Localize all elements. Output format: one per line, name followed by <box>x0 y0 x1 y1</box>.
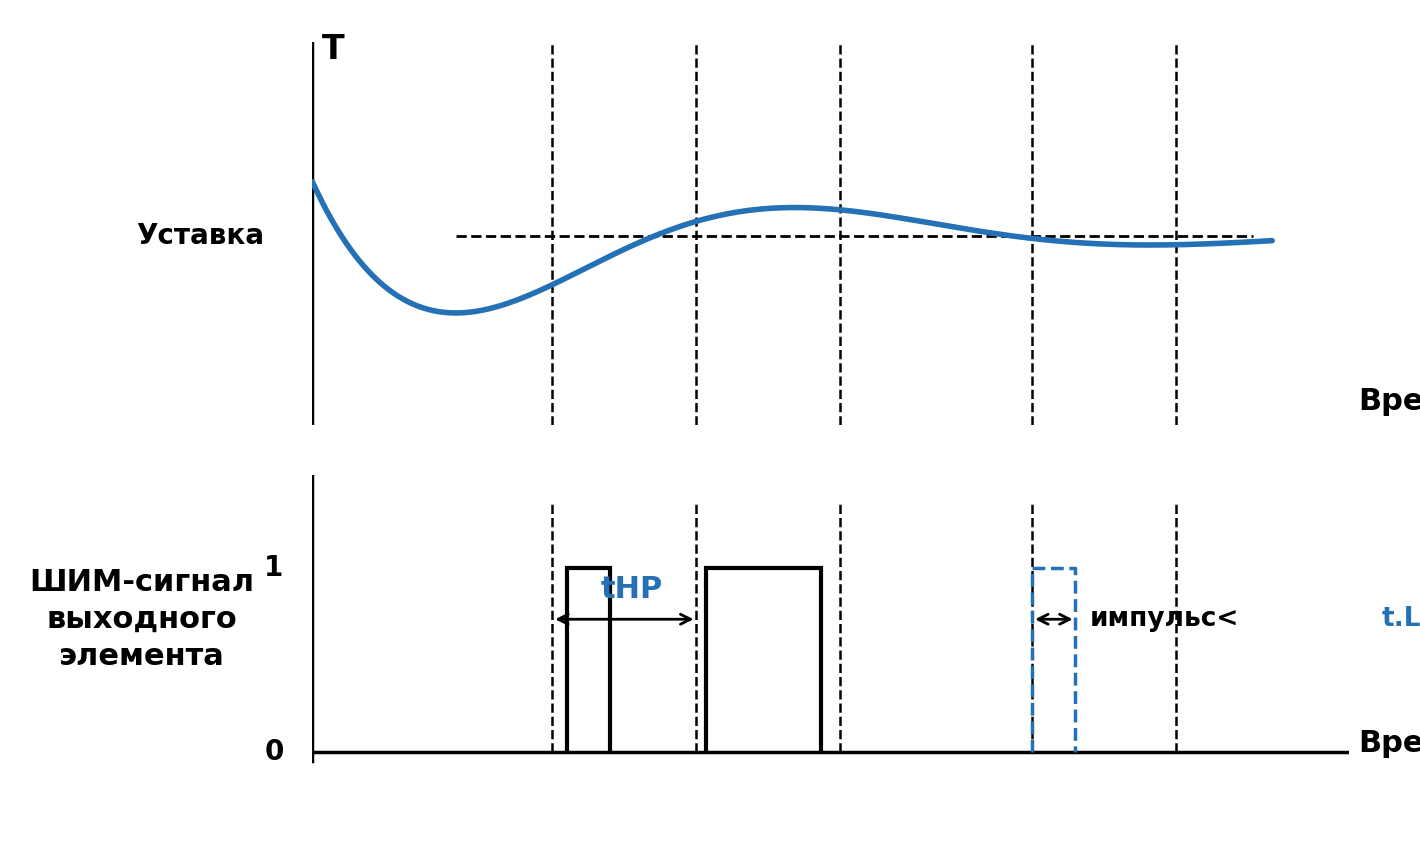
Text: 1: 1 <box>264 554 284 582</box>
Text: t.L: t.L <box>1382 606 1420 633</box>
Text: tHP: tHP <box>601 576 663 604</box>
Text: импульс<: импульс< <box>1091 606 1240 633</box>
Text: Уставка: Уставка <box>136 222 264 250</box>
Text: Время: Время <box>1359 728 1420 757</box>
Text: Время: Время <box>1359 386 1420 415</box>
Text: 0: 0 <box>264 738 284 766</box>
Text: T: T <box>322 33 345 66</box>
Text: ШИМ-сигнал
выходного
элемента: ШИМ-сигнал выходного элемента <box>30 568 254 672</box>
